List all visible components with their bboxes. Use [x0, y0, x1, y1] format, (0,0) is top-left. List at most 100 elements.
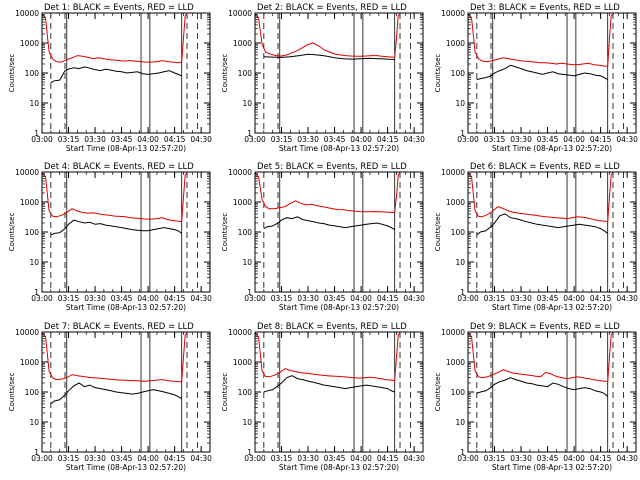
x-tick-label: 04:30: [616, 135, 638, 144]
y-tick-label: 100: [451, 69, 466, 78]
x-tick-label: 04:15: [590, 135, 612, 144]
x-tick-label: 04:15: [377, 294, 399, 303]
x-tick-label: 04:15: [164, 135, 186, 144]
x-tick-label: 04:00: [563, 454, 585, 463]
y-axis-label: Counts/sec: [221, 213, 229, 252]
series-group: [468, 13, 614, 81]
x-tick-label: 03:30: [84, 294, 106, 303]
y-tick-label: 1: [247, 129, 252, 138]
x-tick-label: 03:45: [537, 454, 559, 463]
x-tick-label: 03:00: [457, 294, 479, 303]
lld-series-line: [42, 172, 188, 223]
y-tick-label: 100: [451, 388, 466, 397]
y-tick-label: 10000: [15, 328, 39, 337]
y-tick-label: 10: [29, 258, 39, 267]
x-tick-label: 03:30: [297, 135, 319, 144]
x-axis-label: Start Time (08-Apr-13 02:57:20): [66, 303, 186, 312]
marker-lines: [476, 13, 625, 133]
series-group: [42, 172, 188, 236]
panel-title: Det 2: BLACK = Events, RED = LLD: [257, 3, 407, 13]
events-series-line: [476, 377, 609, 397]
x-axis-label: Start Time (08-Apr-13 02:57:20): [66, 144, 186, 153]
marker-lines: [476, 172, 625, 292]
y-tick-label: 100: [25, 69, 40, 78]
series-group: [42, 332, 188, 405]
y-axis-label: Counts/sec: [434, 54, 442, 93]
y-tick-label: 1: [34, 448, 39, 457]
x-tick-label: 04:15: [590, 454, 612, 463]
x-tick-label: 04:30: [616, 294, 638, 303]
detector-panel-4: Det 4: BLACK = Events, RED = LLD 1 10 100 10…: [8, 162, 212, 312]
y-tick-label: 10: [242, 99, 252, 108]
x-tick-label: 03:45: [537, 294, 559, 303]
x-tick-label: 04:15: [164, 294, 186, 303]
marker-lines: [263, 332, 412, 452]
x-tick-label: 04:30: [403, 294, 425, 303]
y-tick-label: 10000: [228, 168, 252, 177]
x-tick-label: 03:30: [84, 454, 106, 463]
x-tick-label: 03:00: [244, 454, 266, 463]
plot-frame: [254, 171, 424, 293]
y-tick-label: 100: [238, 228, 253, 237]
series-group: [42, 13, 188, 84]
x-tick-label: 03:30: [510, 294, 532, 303]
x-tick-label: 04:30: [190, 454, 212, 463]
x-tick-label: 03:15: [58, 294, 80, 303]
x-tick-label: 03:45: [324, 454, 346, 463]
x-tick-label: 03:15: [484, 294, 506, 303]
detector-panel-6: Det 6: BLACK = Events, RED = LLD 1 10 100 10…: [434, 162, 638, 312]
events-series-line: [476, 64, 608, 81]
x-tick-label: 03:00: [457, 454, 479, 463]
x-tick-label: 03:00: [31, 294, 53, 303]
y-tick-label: 100: [451, 228, 466, 237]
x-tick-label: 03:15: [271, 294, 293, 303]
x-tick-label: 04:30: [190, 135, 212, 144]
x-tick-label: 04:15: [377, 454, 399, 463]
x-tick-label: 04:00: [137, 294, 159, 303]
x-tick-label: 03:45: [537, 135, 559, 144]
x-tick-label: 03:45: [324, 135, 346, 144]
y-tick-label: 100: [238, 388, 253, 397]
x-tick-label: 04:30: [616, 454, 638, 463]
x-tick-label: 03:15: [484, 454, 506, 463]
lld-series-line: [42, 13, 188, 64]
y-tick-label: 10: [455, 99, 465, 108]
events-series-line: [50, 219, 182, 236]
series-group: [468, 332, 614, 397]
x-tick-label: 03:00: [31, 454, 53, 463]
x-tick-label: 03:45: [111, 454, 133, 463]
x-axis-label: Start Time (08-Apr-13 02:57:20): [492, 303, 612, 312]
panel-title: Det 5: BLACK = Events, RED = LLD: [257, 162, 407, 172]
detector-panel-9: Det 9: BLACK = Events, RED = LLD 1 10 100 10…: [434, 322, 638, 472]
y-tick-label: 1000: [446, 358, 465, 367]
plot-frame: [467, 171, 637, 293]
y-tick-label: 1: [247, 448, 252, 457]
panel-title: Det 3: BLACK = Events, RED = LLD: [470, 3, 620, 13]
events-series-line: [476, 213, 608, 236]
y-tick-label: 10: [29, 99, 39, 108]
detector-panel-5: Det 5: BLACK = Events, RED = LLD 1 10 100 10…: [221, 162, 425, 312]
x-tick-label: 03:15: [484, 135, 506, 144]
y-tick-label: 1000: [446, 39, 465, 48]
y-axis-label: Counts/sec: [8, 373, 16, 412]
y-tick-label: 1000: [446, 198, 465, 207]
plot-frame: [467, 331, 637, 453]
lld-series-line: [468, 13, 614, 67]
x-tick-label: 03:45: [324, 294, 346, 303]
y-tick-label: 10: [455, 258, 465, 267]
x-tick-label: 03:15: [271, 135, 293, 144]
panel-title: Det 1: BLACK = Events, RED = LLD: [44, 3, 194, 13]
x-tick-label: 03:45: [111, 294, 133, 303]
events-series-line: [263, 53, 395, 61]
x-tick-label: 04:00: [563, 135, 585, 144]
lld-series-line: [468, 172, 614, 223]
series-group: [255, 172, 401, 231]
x-tick-label: 03:00: [457, 135, 479, 144]
events-series-line: [50, 66, 182, 84]
y-axis-label: Counts/sec: [8, 54, 16, 93]
x-tick-label: 03:00: [244, 294, 266, 303]
y-tick-label: 100: [238, 69, 253, 78]
x-axis-label: Start Time (08-Apr-13 02:57:20): [279, 303, 399, 312]
x-tick-label: 04:00: [350, 454, 372, 463]
panel-title: Det 8: BLACK = Events, RED = LLD: [257, 322, 407, 332]
